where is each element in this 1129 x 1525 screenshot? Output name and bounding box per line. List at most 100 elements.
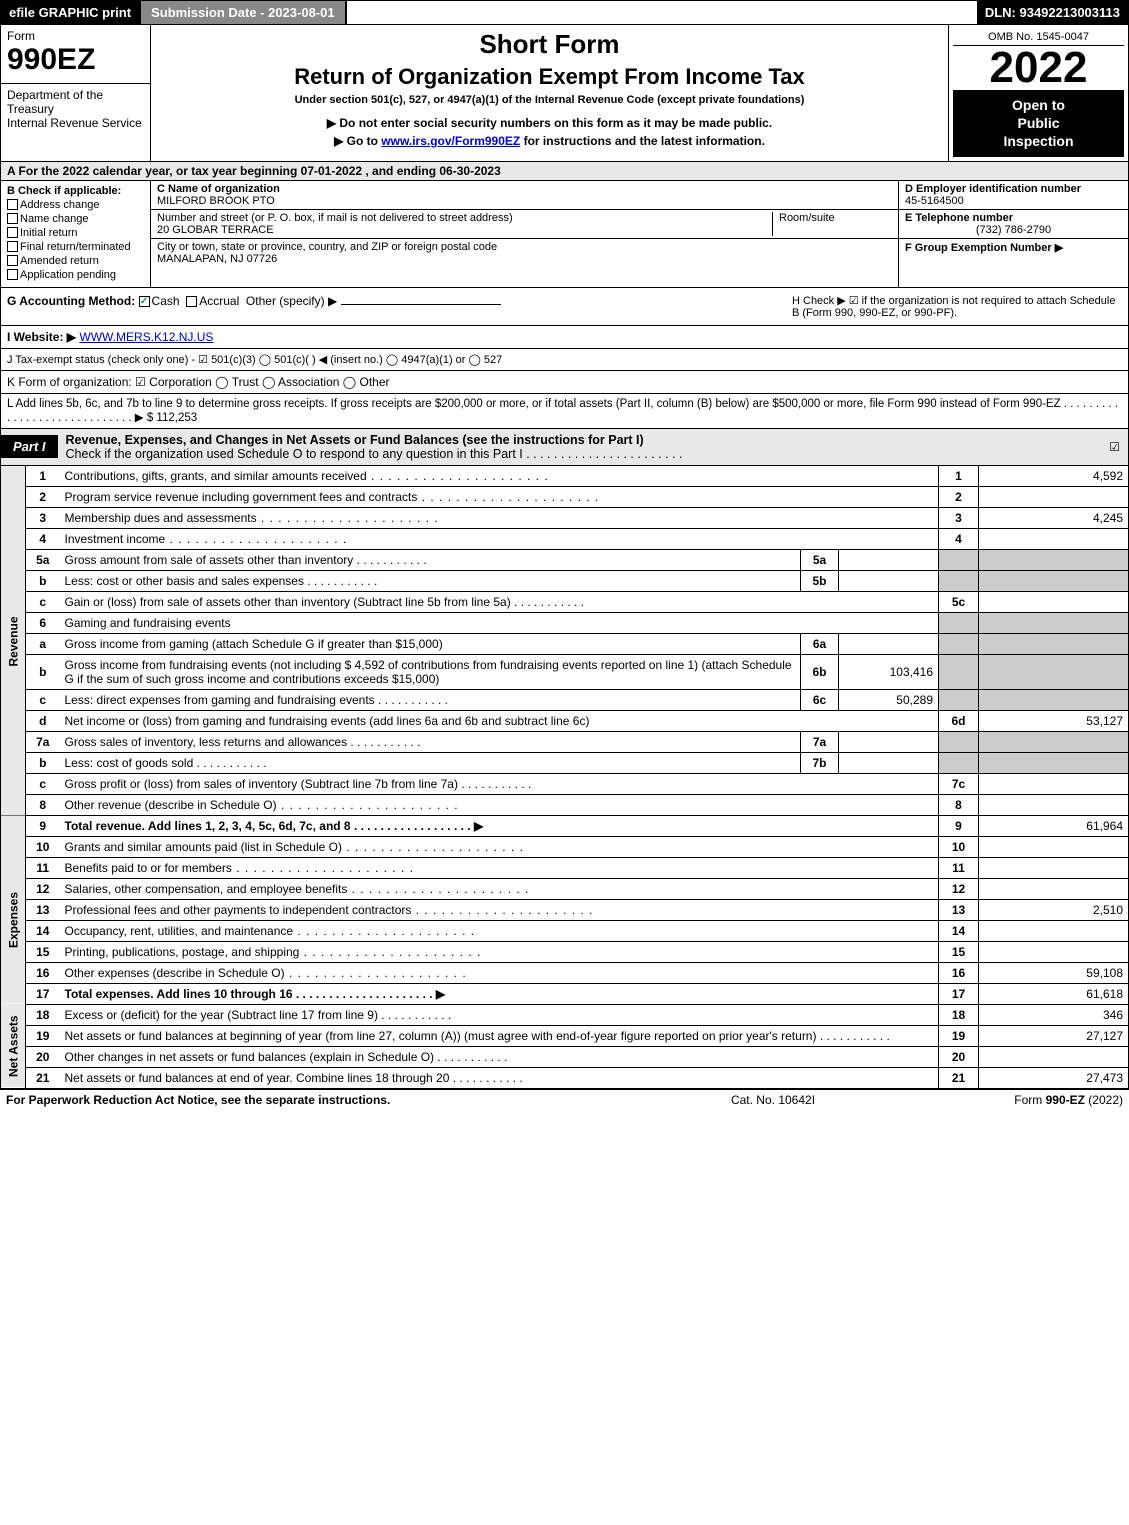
line-11-amt [979, 857, 1129, 878]
gh-row: G Accounting Method: Cash Accrual Other … [0, 288, 1129, 326]
line-6b-desc: Gross income from fundraising events (no… [60, 654, 801, 689]
line-6d-desc: Net income or (loss) from gaming and fun… [60, 710, 939, 731]
chk-final-return[interactable]: Final return/terminated [7, 241, 144, 253]
dept-label: Department of the Treasury [7, 88, 144, 116]
chk-address-change[interactable]: Address change [7, 199, 144, 211]
open-inspection: Open to Public Inspection [953, 90, 1124, 157]
line-19-desc: Net assets or fund balances at beginning… [60, 1025, 939, 1046]
irs-link[interactable]: www.irs.gov/Form990EZ [381, 134, 520, 148]
chk-accrual[interactable] [186, 296, 197, 307]
part-1-check[interactable]: ☑ [1101, 436, 1128, 458]
line-18-amt: 346 [979, 1004, 1129, 1025]
line-21-amt: 27,473 [979, 1067, 1129, 1088]
line-5a-desc: Gross amount from sale of assets other t… [60, 549, 801, 570]
line-14-amt [979, 920, 1129, 941]
line-15-desc: Printing, publications, postage, and shi… [60, 941, 939, 962]
return-title: Return of Organization Exempt From Incom… [159, 64, 940, 90]
header-mid: Short Form Return of Organization Exempt… [151, 25, 948, 161]
line-6-desc: Gaming and fundraising events [60, 612, 939, 633]
chk-cash[interactable] [139, 296, 150, 307]
line-14-desc: Occupancy, rent, utilities, and maintena… [60, 920, 939, 941]
expenses-side-label: Expenses [1, 836, 26, 1004]
line-20-desc: Other changes in net assets or fund bala… [60, 1046, 939, 1067]
line-4-desc: Investment income [60, 528, 939, 549]
line-12-desc: Salaries, other compensation, and employ… [60, 878, 939, 899]
box-i: I Website: ▶ WWW.MERS.K12.NJ.US [0, 326, 1129, 349]
line-5c-desc: Gain or (loss) from sale of assets other… [60, 591, 939, 612]
efile-label: efile GRAPHIC print [1, 1, 139, 24]
submission-date: Submission Date - 2023-08-01 [139, 1, 347, 24]
line-19-amt: 27,127 [979, 1025, 1129, 1046]
box-b: B Check if applicable: Address change Na… [1, 181, 151, 287]
box-g: G Accounting Method: Cash Accrual Other … [7, 294, 792, 319]
box-h: H Check ▶ ☑ if the organization is not r… [792, 294, 1122, 319]
line-6b-val: 103,416 [839, 654, 939, 689]
line-9-desc: Total revenue. Add lines 1, 2, 3, 4, 5c,… [60, 815, 939, 836]
dln-label: DLN: 93492213003113 [977, 1, 1128, 24]
line-17-desc: Total expenses. Add lines 10 through 16 … [60, 983, 939, 1004]
header-left: Form 990EZ Department of the Treasury In… [1, 25, 151, 161]
line-3-desc: Membership dues and assessments [60, 507, 939, 528]
directive-1: ▶ Do not enter social security numbers o… [159, 116, 940, 130]
section-a: A For the 2022 calendar year, or tax yea… [0, 162, 1129, 181]
box-d: D Employer identification number 45-5164… [898, 181, 1128, 287]
line-16-amt: 59,108 [979, 962, 1129, 983]
form-header: Form 990EZ Department of the Treasury In… [0, 25, 1129, 162]
line-2-amt [979, 486, 1129, 507]
revenue-side-label: Revenue [1, 466, 26, 816]
line-6c-desc: Less: direct expenses from gaming and fu… [60, 689, 801, 710]
under-section: Under section 501(c), 527, or 4947(a)(1)… [159, 94, 940, 106]
line-18-desc: Excess or (deficit) for the year (Subtra… [60, 1004, 939, 1025]
line-5b-val [839, 570, 939, 591]
chk-amended-return[interactable]: Amended return [7, 255, 144, 267]
line-6a-desc: Gross income from gaming (attach Schedul… [60, 633, 801, 654]
part-1-desc: Revenue, Expenses, and Changes in Net As… [58, 429, 1102, 465]
chk-initial-return[interactable]: Initial return [7, 227, 144, 239]
chk-application-pending[interactable]: Application pending [7, 269, 144, 281]
irs-label: Internal Revenue Service [7, 116, 144, 130]
line-2-desc: Program service revenue including govern… [60, 486, 939, 507]
footer-catno: Cat. No. 10642I [623, 1093, 923, 1107]
short-form-title: Short Form [159, 29, 940, 60]
box-c: C Name of organization MILFORD BROOK PTO… [151, 181, 898, 287]
line-13-amt: 2,510 [979, 899, 1129, 920]
line-6a-val [839, 633, 939, 654]
line-15-amt [979, 941, 1129, 962]
line-10-amt [979, 836, 1129, 857]
net-assets-side-label: Net Assets [1, 1004, 26, 1088]
form-label: Form [7, 29, 144, 43]
header-right: OMB No. 1545-0047 2022 Open to Public In… [948, 25, 1128, 161]
chk-name-change[interactable]: Name change [7, 213, 144, 225]
tax-year: 2022 [953, 46, 1124, 90]
ein-value: 45-5164500 [905, 195, 964, 207]
line-1-desc: Contributions, gifts, grants, and simila… [60, 466, 939, 487]
box-j: J Tax-exempt status (check only one) - ☑… [0, 349, 1129, 371]
line-21-desc: Net assets or fund balances at end of ye… [60, 1067, 939, 1088]
line-7c-desc: Gross profit or (loss) from sales of inv… [60, 773, 939, 794]
line-7c-amt [979, 773, 1129, 794]
line-5a-val [839, 549, 939, 570]
website-link[interactable]: WWW.MERS.K12.NJ.US [79, 330, 213, 344]
box-l: L Add lines 5b, 6c, and 7b to line 9 to … [0, 394, 1129, 429]
line-8-amt [979, 794, 1129, 815]
line-17-amt: 61,618 [979, 983, 1129, 1004]
telephone: (732) 786-2790 [905, 224, 1122, 236]
line-11-desc: Benefits paid to or for members [60, 857, 939, 878]
org-city: MANALAPAN, NJ 07726 [157, 253, 497, 265]
bcd-row: B Check if applicable: Address change Na… [0, 181, 1129, 288]
part-1-header: Part I Revenue, Expenses, and Changes in… [0, 429, 1129, 466]
line-7b-desc: Less: cost of goods sold [60, 752, 801, 773]
line-5b-desc: Less: cost or other basis and sales expe… [60, 570, 801, 591]
line-3-amt: 4,245 [979, 507, 1129, 528]
line-6c-val: 50,289 [839, 689, 939, 710]
line-10-desc: Grants and similar amounts paid (list in… [60, 836, 939, 857]
form-number: 990EZ [7, 43, 144, 77]
line-16-desc: Other expenses (describe in Schedule O) [60, 962, 939, 983]
line-5c-amt [979, 591, 1129, 612]
org-name: MILFORD BROOK PTO [157, 195, 892, 207]
page-footer: For Paperwork Reduction Act Notice, see … [0, 1089, 1129, 1110]
line-13-desc: Professional fees and other payments to … [60, 899, 939, 920]
lines-table: Revenue 1 Contributions, gifts, grants, … [0, 466, 1129, 1089]
line-9-amt: 61,964 [979, 815, 1129, 836]
footer-formref: Form 990-EZ (2022) [923, 1093, 1123, 1107]
